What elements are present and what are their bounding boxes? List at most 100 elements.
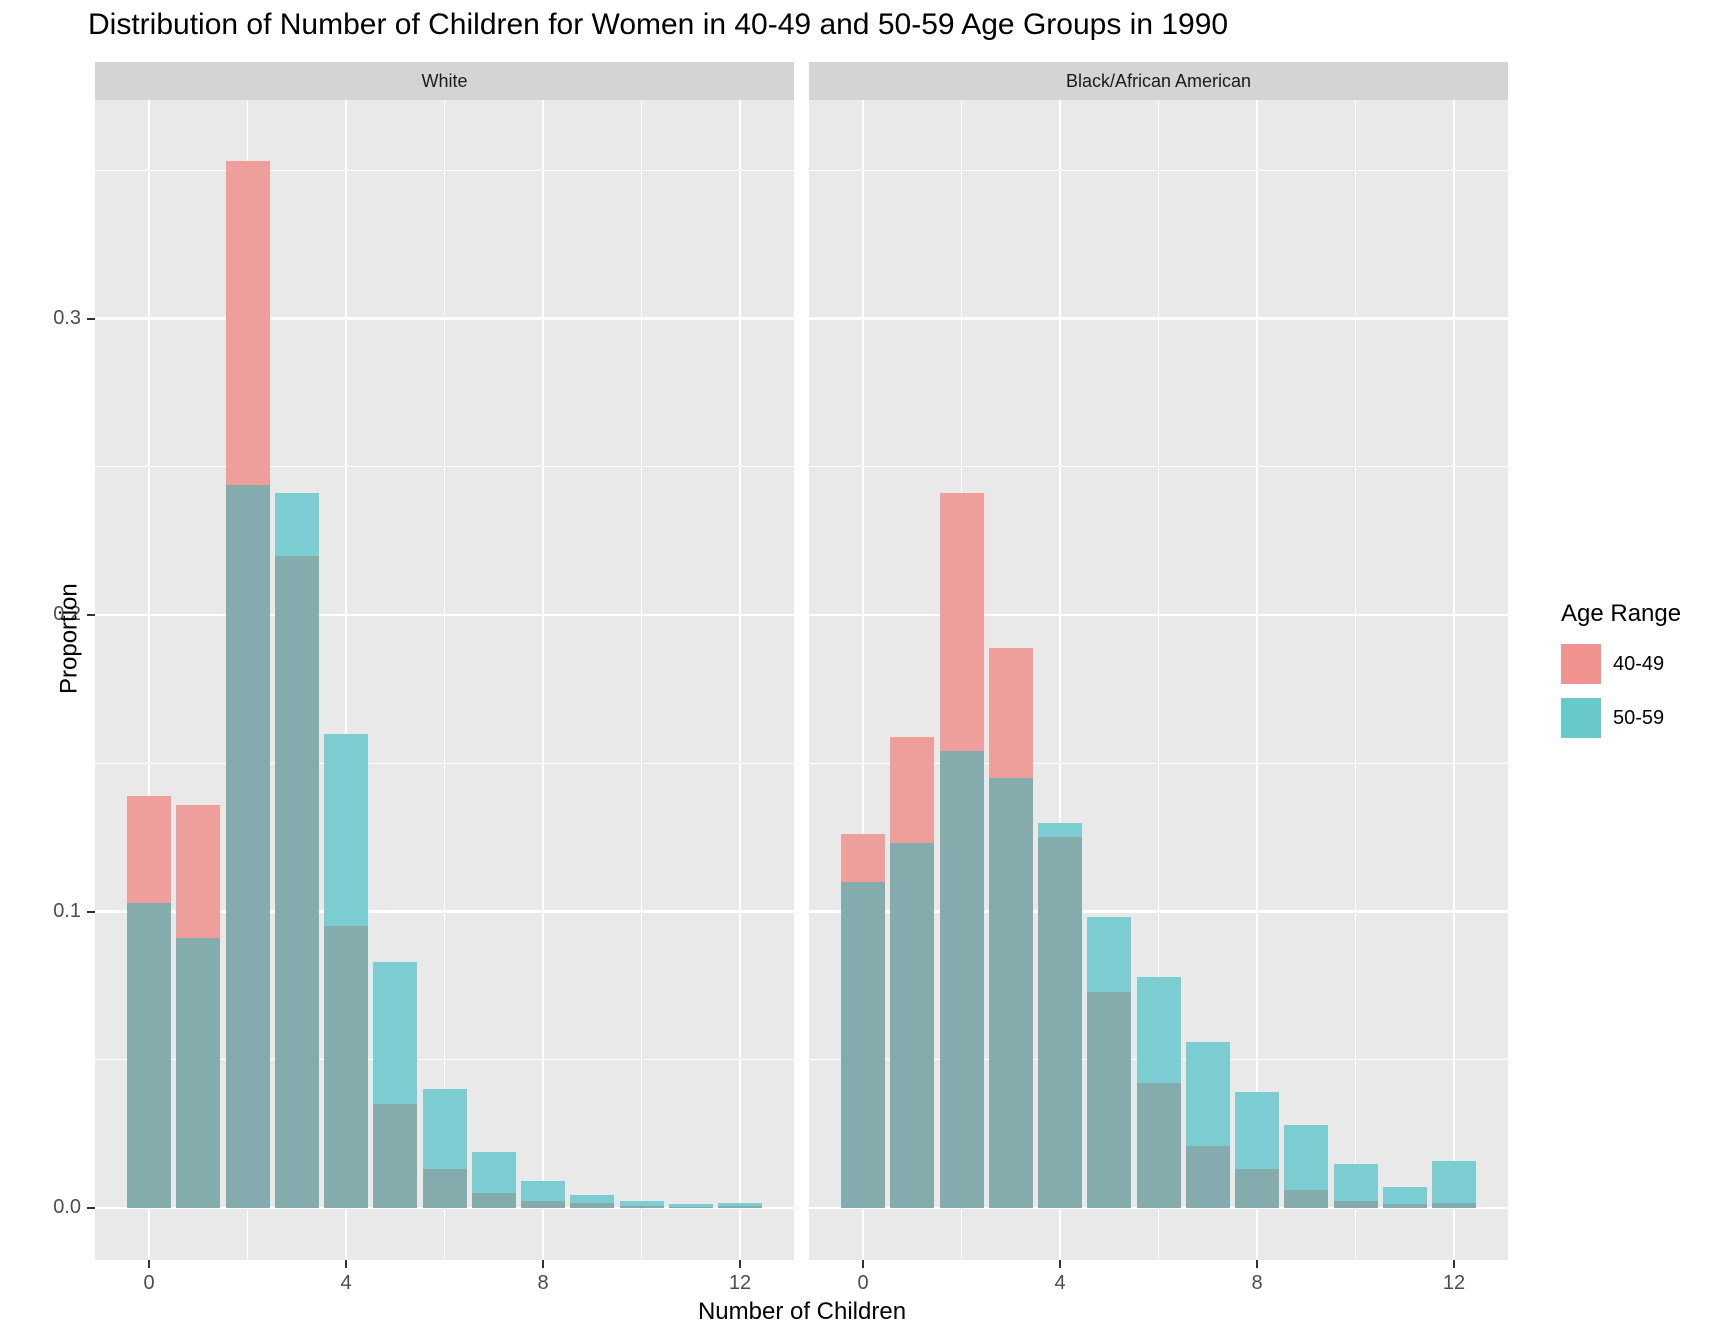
gridline [1452,100,1456,1260]
bar-40-49-x1 [176,804,221,939]
bar-50-59-x6 [1136,976,1181,1084]
legend-items: 40-49 50-59 [1561,644,1681,738]
bar-overlap-x0 [841,881,885,1208]
gridline [861,100,865,1260]
bar-40-49-x0 [127,795,171,903]
plot-panel [95,100,794,1260]
facet-strip-label: White [95,62,794,100]
bar-overlap-x10 [1333,1200,1378,1208]
x-axis-title: Number of Children [697,1298,907,1325]
x-axis-tick [1453,1260,1455,1268]
x-tick-label: 12 [728,1272,752,1294]
bar-50-59-x8 [1235,1092,1279,1170]
legend-label: 40-49 [1613,652,1665,675]
bar-overlap-x6 [1136,1083,1181,1208]
bar-overlap-x9 [1284,1190,1329,1208]
bar-40-49-x2 [939,493,984,752]
bar-overlap-x4 [324,926,368,1208]
bar-overlap-x7 [1185,1145,1230,1208]
legend-swatch [1561,698,1601,738]
gridline [1058,100,1062,1260]
bar-overlap-x0 [127,902,171,1208]
bar-overlap-x3 [274,555,319,1208]
chart-title: Distribution of Number of Children for W… [88,8,1229,41]
legend-label: 50-59 [1613,706,1665,729]
y-axis-tick [87,614,95,616]
bar-50-59-x5 [1087,917,1132,992]
y-tick-label: 0.1 [53,899,81,922]
gridline [1157,100,1160,1260]
bar-overlap-x7 [471,1193,516,1208]
facet-strip-label: Black/African American [809,62,1508,100]
x-axis-tick [1256,1260,1258,1268]
x-tick-label: 4 [340,1272,352,1294]
x-axis-tick [1059,1260,1061,1268]
x-tick-label: 8 [537,1272,549,1294]
gridline [1255,100,1259,1260]
bar-50-59-x11 [668,1203,713,1207]
gridline [738,100,742,1260]
legend-item-50-59: 50-59 [1561,698,1681,738]
bar-50-59-x3 [274,493,319,556]
y-axis-tick [87,910,95,913]
bar-50-59-x6 [422,1089,467,1170]
bar-50-59-x4 [324,733,368,927]
gridline [344,100,348,1260]
bar-40-49-x0 [841,834,885,882]
bar-overlap-x5 [373,1104,418,1208]
bar-50-59-x7 [471,1151,516,1194]
bar-overlap-x6 [422,1169,467,1208]
bar-overlap-x8 [1235,1169,1279,1208]
y-tick-label: 0.3 [53,306,81,329]
bar-overlap-x3 [988,778,1033,1208]
bar-40-49-x1 [890,736,935,844]
bar-overlap-x11 [1382,1204,1427,1208]
x-axis-tick [148,1260,150,1268]
bar-overlap-x10 [619,1205,664,1208]
bar-overlap-x8 [521,1200,565,1208]
bar-50-59-x8 [521,1181,565,1201]
x-tick-label: 12 [1442,1272,1466,1294]
bar-50-59-x9 [1284,1124,1329,1191]
legend-swatch [1561,644,1601,684]
legend-item-40-49: 40-49 [1561,644,1681,684]
bar-50-59-x12 [1432,1160,1476,1203]
y-tick-label: 0.0 [53,1196,81,1218]
gridline [1354,100,1357,1260]
legend-title: Age Range [1561,600,1682,627]
gridline [443,100,446,1260]
bar-50-59-x12 [718,1202,762,1206]
bar-overlap-x2 [939,751,984,1208]
y-axis-tick [87,1207,95,1209]
bar-overlap-x5 [1087,991,1132,1208]
y-axis-tick [87,317,95,320]
x-axis-tick [542,1260,544,1268]
gridline [640,100,643,1260]
bar-50-59-x10 [619,1200,664,1206]
x-tick-label: 0 [143,1272,155,1294]
bar-overlap-x12 [1432,1202,1476,1208]
bar-overlap-x2 [225,484,270,1208]
bar-50-59-x10 [1333,1163,1378,1201]
bar-overlap-x1 [176,938,221,1208]
bar-overlap-x4 [1038,837,1082,1208]
x-axis-tick [345,1260,347,1268]
gridline [147,100,151,1260]
legend: Age Range 40-49 50-59 [1561,600,1681,752]
x-tick-label: 4 [1054,1272,1066,1294]
bar-50-59-x11 [1382,1187,1427,1205]
bar-50-59-x9 [570,1194,615,1204]
bar-50-59-x4 [1038,822,1082,838]
bar-overlap-x9 [570,1203,615,1208]
x-axis-tick [739,1260,741,1268]
bar-overlap-x11 [668,1206,713,1208]
bar-50-59-x5 [373,961,418,1105]
y-axis-title: Proportion [55,583,83,694]
plot-panel [809,100,1508,1260]
gridline [541,100,545,1260]
bar-overlap-x12 [718,1205,762,1208]
bar-overlap-x1 [890,843,935,1208]
bar-50-59-x7 [1185,1041,1230,1146]
x-tick-label: 8 [1251,1272,1263,1294]
